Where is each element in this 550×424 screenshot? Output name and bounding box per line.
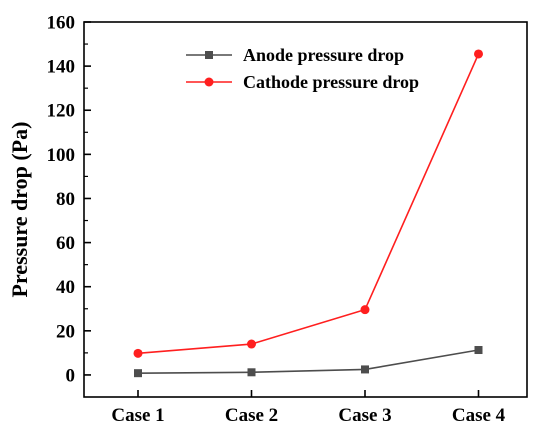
x-tick-label: Case 2 (225, 405, 278, 424)
y-tick-label: 140 (47, 57, 76, 78)
legend-marker-1 (205, 51, 213, 59)
y-tick-label: 160 (47, 13, 76, 34)
series-2-point (360, 305, 370, 315)
series-2-point (474, 49, 483, 59)
y-tick-label: 0 (66, 365, 76, 386)
series-1-point (247, 368, 256, 377)
x-tick-label: Case 3 (338, 405, 391, 424)
y-tick-label: 40 (56, 277, 75, 298)
series-2-point (133, 348, 143, 358)
x-tick-label: Case 4 (452, 405, 506, 424)
y-tick-label: 100 (47, 145, 76, 166)
legend-marker-2 (204, 77, 214, 87)
y-tick-label: 20 (56, 321, 75, 342)
series-2-point (247, 339, 256, 349)
x-tick-label: Case 1 (111, 405, 164, 424)
legend-label-1: Anode pressure drop (243, 45, 404, 65)
legend: Anode pressure drop Cathode pressure drop (186, 45, 419, 92)
plot-frame (83, 21, 528, 398)
series-layer (133, 49, 483, 378)
y-tick-label: 60 (56, 233, 75, 254)
series-line-1 (137, 349, 479, 374)
series-1-point (134, 369, 142, 378)
y-tick-label: 80 (56, 189, 75, 210)
legend-label-2: Cathode pressure drop (243, 72, 419, 92)
y-axis-label: Pressure drop (Pa) (7, 122, 32, 298)
axes-layer: 0 20 40 60 80 100 120 140 160 Case 1 Case 2 Case 3 C… (47, 13, 506, 424)
series-1-point (361, 365, 369, 374)
series-1-point (474, 346, 483, 355)
series-line-2 (137, 53, 480, 355)
y-tick-label: 120 (47, 101, 76, 122)
